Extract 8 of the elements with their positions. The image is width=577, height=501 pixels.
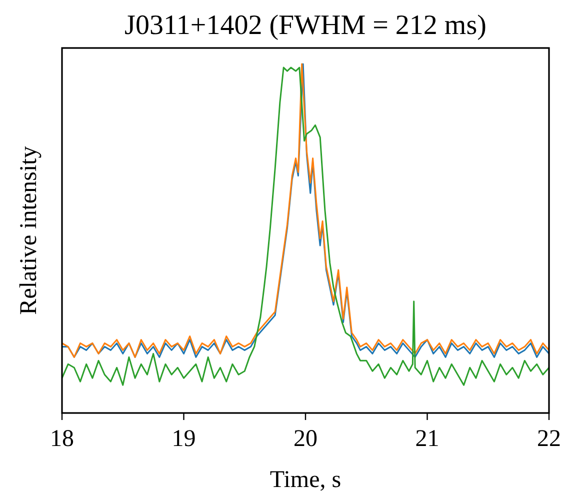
chart-title: J0311+1402 (FWHM = 212 ms) xyxy=(124,10,486,41)
x-tick-label: 20 xyxy=(294,426,318,452)
x-tick-label: 21 xyxy=(415,426,440,452)
x-tick-label: 22 xyxy=(537,426,561,452)
x-tick-label: 19 xyxy=(172,426,196,452)
y-axis-title: Relative intensity xyxy=(16,146,42,315)
x-tick-label: 18 xyxy=(50,426,74,452)
x-axis-title: Time, s xyxy=(270,467,342,493)
